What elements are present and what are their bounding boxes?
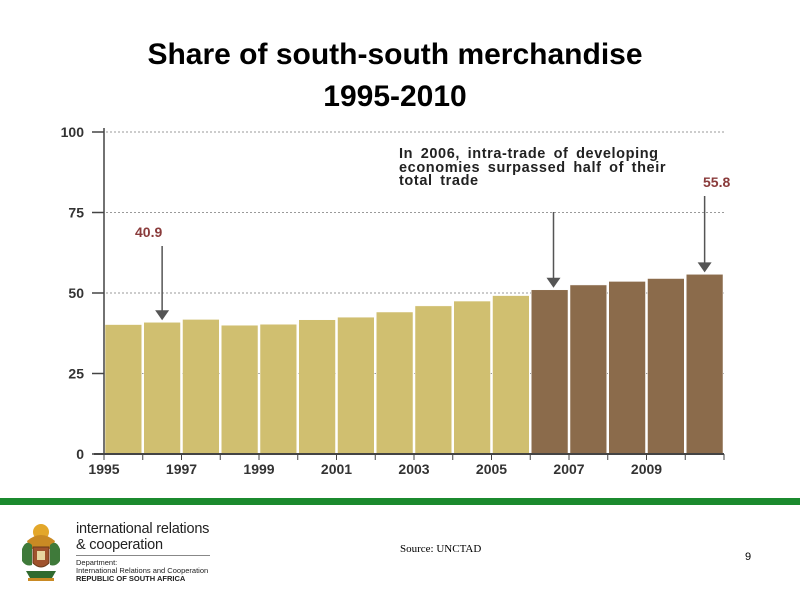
y-tick-label-75: 75 [68,205,84,221]
bar-1999 [259,323,297,455]
y-tick-label-0: 0 [76,446,84,462]
source-note: Source: UNCTAD [400,543,482,555]
department-logo: international relations & cooperation De… [18,521,218,591]
bar-1995 [104,324,142,455]
bar-2009 [647,278,685,455]
bar-2004 [453,300,491,455]
annotation-value-2010: 55.8 [703,174,731,190]
annotation-2006-note: In 2006, intra-trade of developing econo… [399,146,667,189]
x-tick-label-2009: 2009 [631,461,662,477]
x-tick-label-2003: 2003 [398,461,429,477]
bar-2001 [337,316,375,455]
bar-2005 [492,295,530,455]
logo-dept-line-1: Department: [76,558,118,567]
annotation-value-1996: 40.9 [135,224,163,240]
logo-dept-line-2: International Relations and Cooperation [76,566,209,575]
footer-divider [0,498,800,505]
title-line-2: 1995-2010 [323,80,467,113]
bar-2002 [376,311,414,455]
x-tick-label-1995: 1995 [88,461,119,477]
logo-name-line-1: international relations [76,521,210,537]
y-tick-label-50: 50 [68,285,84,301]
slide-title: Share of south-south merchandise 1995-20… [0,34,790,118]
annotation-arrow-2010-head [697,262,712,273]
bar-1996 [143,322,181,455]
logo-dept-line-3: REPUBLIC OF SOUTH AFRICA [76,574,186,583]
logo-name-line-2: & cooperation [76,537,163,553]
x-tick-label-2005: 2005 [476,461,507,477]
axis-layer: 0 25 50 75 100 1995 1997 1999 2001 2003 2005 2007 20… [61,124,725,477]
x-tick-label-1997: 1997 [166,461,197,477]
bar-layer [104,274,724,455]
logo-rule [76,555,210,556]
x-tick-label-1999: 1999 [243,461,274,477]
title-line-1: Share of south-south merchandise [147,38,643,71]
annotation-arrow-1996-head [155,310,170,321]
bar-2006 [531,289,569,455]
bar-2003 [414,305,452,455]
x-tick-label-2007: 2007 [553,461,584,477]
y-tick-label-25: 25 [68,366,84,382]
page-number: 9 [745,551,752,563]
bar-chart: 0 25 50 75 100 1995 1997 1999 2001 2003 2005 2007 20… [61,124,725,477]
y-tick-label-100: 100 [61,124,85,140]
arrow-layer [155,196,712,321]
bar-1998 [221,324,259,455]
bar-2000 [298,319,336,455]
x-tick-label-2001: 2001 [321,461,352,477]
bar-2008 [608,281,646,455]
bar-2010 [686,274,724,455]
coat-of-arms-icon [22,524,60,581]
annotation-arrow-2006-head [546,277,561,288]
bar-2007 [569,284,607,455]
bar-1997 [182,319,220,455]
